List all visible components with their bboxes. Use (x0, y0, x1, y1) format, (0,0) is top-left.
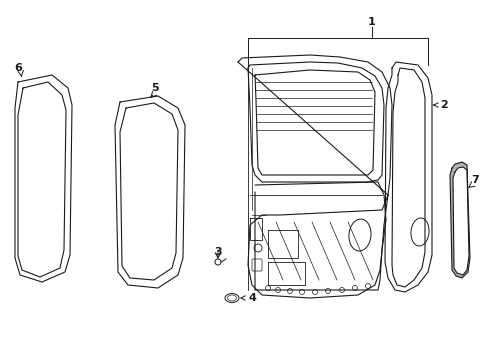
Text: 5: 5 (151, 83, 159, 93)
Text: 2: 2 (434, 100, 448, 110)
Text: 7: 7 (471, 175, 479, 185)
Text: 6: 6 (14, 63, 22, 73)
Text: 3: 3 (214, 247, 222, 257)
Text: 4: 4 (241, 293, 256, 303)
Text: 1: 1 (368, 17, 376, 27)
Polygon shape (450, 162, 470, 278)
